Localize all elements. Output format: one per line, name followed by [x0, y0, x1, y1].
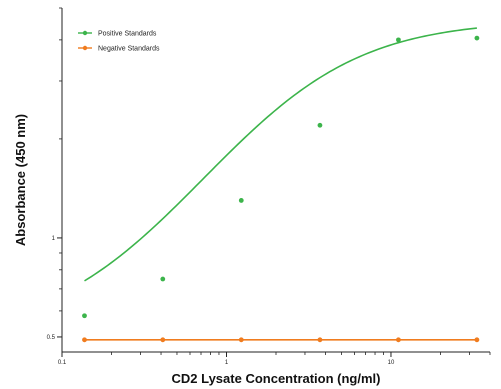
positive-point	[238, 198, 244, 203]
negative-point	[474, 337, 480, 343]
x-tick-label: 10	[388, 360, 395, 366]
y-tick-label: 1	[52, 236, 56, 242]
negative-point	[160, 337, 166, 343]
x-axis-title: CD2 Lysate Concentration (ng/ml)	[172, 371, 381, 386]
positive-point	[396, 37, 401, 43]
positive-legend-label: Positive Standards	[98, 31, 157, 38]
x-tick-label: 1	[225, 360, 229, 366]
ticks: 0.1 1 10 0.5 1	[47, 7, 491, 366]
y-tick-label: 0.5	[47, 335, 56, 341]
axes	[61, 8, 490, 353]
positive-point	[82, 313, 87, 319]
y-axis-title: Absorbance (450 nm)	[13, 114, 28, 246]
positive-fit-curve	[84, 27, 477, 282]
positive-legend-marker	[82, 30, 88, 36]
negative-point	[82, 337, 87, 343]
positive-point	[317, 122, 323, 128]
x-tick-label: 0.1	[58, 360, 67, 366]
negative-point	[396, 337, 401, 343]
positive-point	[160, 276, 166, 282]
negative-legend-marker	[82, 45, 88, 51]
negative-point	[238, 337, 244, 343]
series-layer	[82, 27, 480, 343]
positive-point	[474, 35, 480, 41]
negative-legend-label: Negative Standards	[98, 46, 160, 53]
legend: Positive Standards Negative Standards	[78, 31, 160, 53]
negative-point	[317, 337, 323, 343]
